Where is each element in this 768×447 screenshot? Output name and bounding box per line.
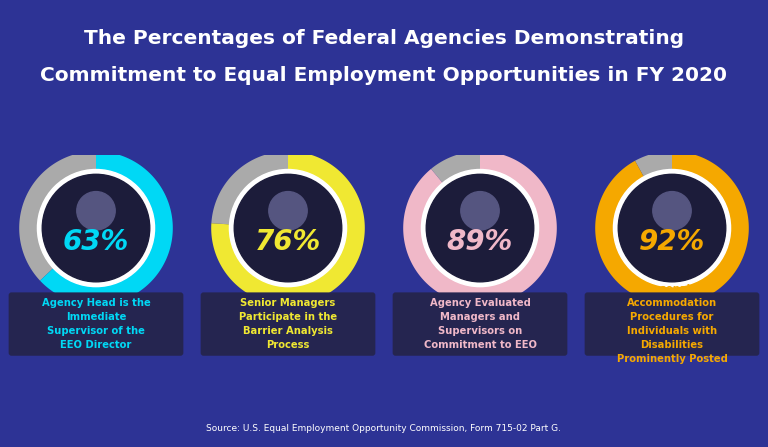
Circle shape <box>234 174 342 282</box>
Text: Reasonable
Accommodation
Procedures for
Individuals with
Disabilities
Prominentl: Reasonable Accommodation Procedures for … <box>617 284 727 364</box>
Polygon shape <box>19 151 96 281</box>
Text: Agency Head is the
Immediate
Supervisor of the
EEO Director: Agency Head is the Immediate Supervisor … <box>41 298 151 350</box>
Polygon shape <box>211 151 288 225</box>
FancyBboxPatch shape <box>8 292 184 356</box>
Text: The Percentages of Federal Agencies Demonstrating: The Percentages of Federal Agencies Demo… <box>84 29 684 47</box>
FancyBboxPatch shape <box>200 292 376 356</box>
Polygon shape <box>211 151 365 305</box>
Circle shape <box>426 174 534 282</box>
Circle shape <box>42 174 150 282</box>
Circle shape <box>230 169 346 287</box>
Text: Agency Evaluated
Managers and
Supervisors on
Commitment to EEO: Agency Evaluated Managers and Supervisor… <box>423 298 537 350</box>
Text: 89%: 89% <box>447 228 513 256</box>
Text: Senior Managers
Participate in the
Barrier Analysis
Process: Senior Managers Participate in the Barri… <box>239 298 337 350</box>
Circle shape <box>461 192 499 230</box>
Circle shape <box>38 169 154 287</box>
Circle shape <box>77 192 115 230</box>
Text: Commitment to Equal Employment Opportunities in FY 2020: Commitment to Equal Employment Opportuni… <box>41 66 727 84</box>
Text: Source: U.S. Equal Employment Opportunity Commission, Form 715-02 Part G.: Source: U.S. Equal Employment Opportunit… <box>207 424 561 433</box>
Polygon shape <box>431 151 480 187</box>
Circle shape <box>618 174 726 282</box>
Circle shape <box>614 169 730 287</box>
Polygon shape <box>403 151 557 305</box>
Circle shape <box>269 192 307 230</box>
FancyBboxPatch shape <box>584 292 760 356</box>
Circle shape <box>653 192 691 230</box>
Polygon shape <box>595 151 749 305</box>
Polygon shape <box>635 151 672 181</box>
Circle shape <box>422 169 538 287</box>
Text: 92%: 92% <box>639 228 705 256</box>
Text: 63%: 63% <box>63 228 129 256</box>
Polygon shape <box>40 151 173 305</box>
Text: 76%: 76% <box>255 228 321 256</box>
FancyBboxPatch shape <box>392 292 568 356</box>
